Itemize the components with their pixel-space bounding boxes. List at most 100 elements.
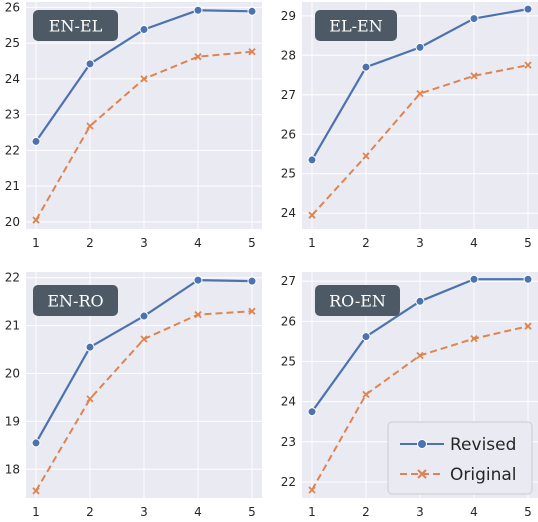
legend: Revised Original (387, 421, 533, 495)
original-point (86, 122, 94, 130)
x-tick-label: 2 (362, 236, 370, 250)
panel-title: EL-EN (329, 17, 382, 36)
y-tick-label: 19 (5, 414, 20, 428)
x-tick-label: 2 (86, 505, 94, 519)
y-tick-label: 24 (281, 206, 296, 220)
y-tick-label: 20 (5, 215, 20, 229)
legend-label-original: Original (450, 465, 517, 485)
x-tick-label: 3 (140, 505, 148, 519)
revised-point (415, 42, 425, 52)
original-point (140, 75, 148, 83)
original-point (140, 335, 148, 343)
revised-point (247, 6, 257, 16)
revised-point (247, 276, 257, 286)
panel-title: RO-EN (329, 292, 386, 311)
panel-title: EN-EL (49, 17, 103, 36)
revised-point (139, 25, 149, 35)
x-tick-label: 4 (470, 236, 478, 250)
revised-point (31, 136, 41, 146)
revised-point (85, 59, 95, 69)
revised-point (307, 155, 317, 165)
original-point (32, 216, 40, 224)
revised-point (523, 274, 533, 284)
x-tick-label: 4 (194, 236, 202, 250)
original-point (86, 395, 94, 403)
original-series-line (311, 64, 529, 216)
y-tick-label: 20 (5, 367, 20, 381)
x-tick-label: 2 (86, 236, 94, 250)
revised-point (469, 274, 479, 284)
x-tick-label: 4 (470, 505, 478, 519)
original-point (524, 61, 532, 69)
panel-en-ro: 1 2 3 4 5 18 19 20 21 22 EN-RO (5, 271, 262, 519)
x-tick-label: 3 (140, 236, 148, 250)
x-tick-label: 1 (32, 236, 40, 250)
panel-el-en: 1 2 3 4 5 24 25 26 27 28 29 EL-EN (281, 2, 538, 250)
y-tick-label: 26 (5, 0, 20, 14)
revised-point (193, 275, 203, 285)
x-tick-label: 1 (32, 505, 40, 519)
revised-point (307, 407, 317, 417)
revised-point (361, 62, 371, 72)
revised-point (31, 438, 41, 448)
x-tick-label: 5 (524, 505, 532, 519)
y-tick-label: 22 (5, 143, 20, 157)
legend-marker-revised (417, 439, 427, 449)
panel-title-box (315, 285, 400, 316)
legend-label-revised: Revised (450, 435, 516, 455)
panel-title-box (33, 285, 118, 316)
original-point (194, 53, 202, 61)
y-tick-label: 27 (281, 88, 296, 102)
y-tick-label: 25 (5, 36, 20, 50)
y-tick-label: 23 (281, 435, 296, 449)
y-tick-label: 26 (281, 127, 296, 141)
original-point (470, 72, 478, 80)
revised-point (469, 14, 479, 24)
original-point (194, 310, 202, 319)
original-point (308, 486, 316, 494)
original-point (470, 334, 478, 343)
original-point (248, 48, 256, 56)
revised-point (193, 5, 203, 15)
y-tick-label: 21 (5, 179, 20, 193)
y-tick-label: 22 (281, 475, 296, 489)
revised-point (139, 311, 149, 321)
y-tick-label: 18 (5, 462, 20, 476)
y-tick-label: 24 (281, 395, 296, 409)
original-point (308, 211, 316, 219)
x-tick-label: 5 (248, 505, 256, 519)
original-point (362, 152, 370, 160)
original-point (416, 89, 424, 98)
original-point (248, 307, 256, 315)
x-tick-label: 5 (524, 236, 532, 250)
y-tick-label: 23 (5, 108, 20, 122)
y-tick-label: 24 (5, 72, 20, 86)
revised-point (361, 332, 371, 342)
y-tick-label: 26 (281, 314, 296, 328)
y-tick-label: 29 (281, 9, 296, 23)
original-point (524, 322, 532, 330)
panel-title-box (315, 10, 397, 41)
y-tick-label: 21 (5, 319, 20, 333)
y-tick-label: 25 (281, 167, 296, 181)
revised-point (523, 4, 533, 14)
x-tick-label: 1 (308, 505, 316, 519)
y-tick-label: 27 (281, 274, 296, 288)
x-tick-label: 3 (416, 505, 424, 519)
x-tick-label: 3 (416, 236, 424, 250)
legend-marker-original (417, 469, 427, 479)
y-tick-label: 22 (5, 271, 20, 285)
y-tick-label: 28 (281, 48, 296, 62)
revised-point (85, 342, 95, 352)
panel-title-box (33, 10, 118, 41)
original-point (416, 351, 424, 360)
x-tick-label: 1 (308, 236, 316, 250)
panel-title: EN-RO (47, 292, 103, 311)
y-tick-label: 25 (281, 355, 296, 369)
x-tick-label: 4 (194, 505, 202, 519)
x-tick-label: 2 (362, 505, 370, 519)
original-point (362, 390, 370, 399)
revised-point (415, 296, 425, 306)
